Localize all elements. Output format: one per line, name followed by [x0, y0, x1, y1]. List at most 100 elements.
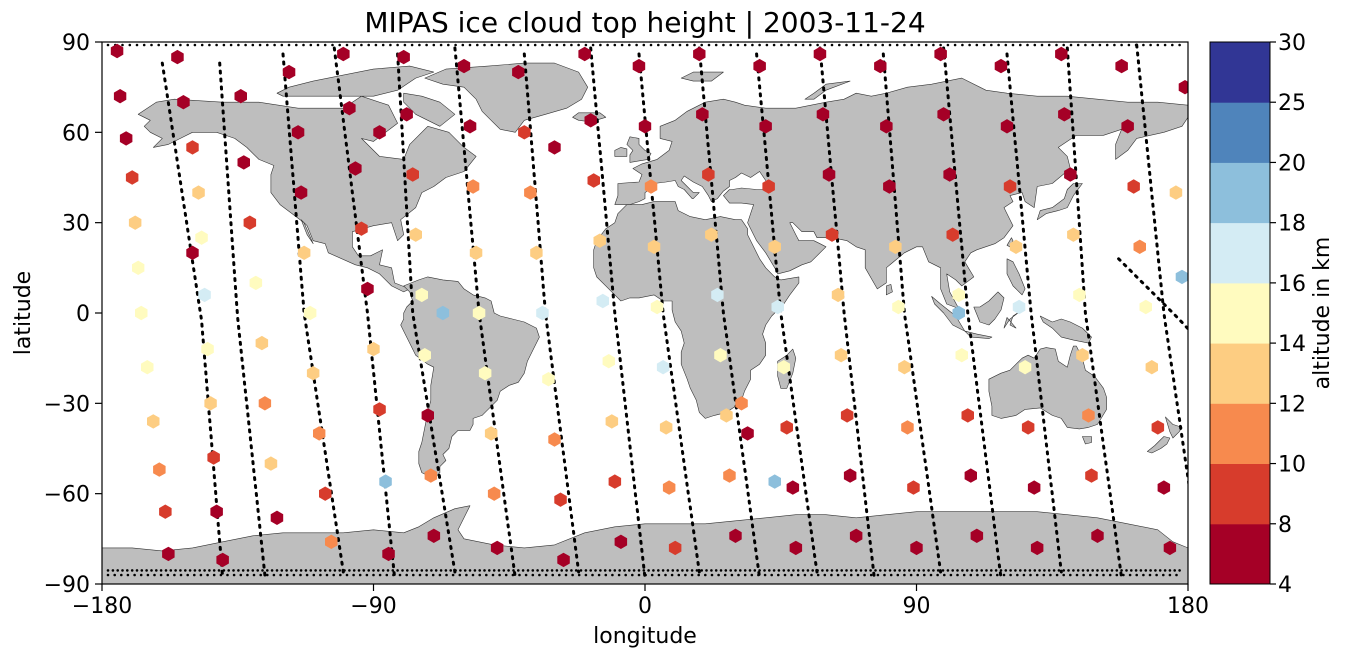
- track-dot: [1163, 43, 1167, 47]
- track-dot: [135, 43, 139, 47]
- cloud-top-point: [270, 510, 284, 525]
- cloud-top-point: [186, 140, 199, 155]
- cloud-top-point: [656, 360, 670, 375]
- cloud-top-point: [373, 125, 386, 140]
- track-dot: [314, 569, 317, 572]
- y-tick-label: 90: [62, 31, 90, 56]
- track-dot: [787, 43, 790, 47]
- track-dot: [1033, 43, 1037, 47]
- cloud-top-point: [889, 239, 902, 254]
- track-dot: [927, 569, 930, 572]
- cloud-top-point: [593, 233, 606, 248]
- track-dot: [352, 569, 356, 572]
- orbit-track: [1117, 257, 1188, 331]
- track-dot: [811, 569, 814, 572]
- colorbar-tick-label: 16: [1278, 272, 1306, 297]
- track-dot: [212, 573, 216, 577]
- track-dot: [468, 43, 472, 47]
- track-dot: [266, 573, 269, 577]
- cloud-top-point: [1082, 408, 1095, 423]
- cloud-top-point: [880, 119, 893, 134]
- track-dot: [879, 569, 882, 572]
- track-dot: [266, 569, 269, 572]
- cloud-top-point: [195, 230, 208, 245]
- track-dot: [613, 43, 617, 47]
- track-dot: [743, 569, 747, 572]
- colorbar-segment: [1210, 463, 1270, 525]
- cloud-top-point: [720, 408, 733, 423]
- track-dot: [406, 569, 409, 572]
- track-dot: [425, 43, 428, 47]
- x-tick-label: −90: [350, 594, 396, 619]
- track-dot: [232, 573, 236, 577]
- track-dot: [219, 573, 223, 577]
- cloud-top-point: [696, 107, 709, 122]
- track-dot: [299, 569, 303, 572]
- track-dot: [970, 569, 974, 572]
- track-dot: [126, 573, 130, 577]
- track-dot: [1026, 43, 1029, 47]
- track-dot: [465, 573, 468, 577]
- track-dot: [463, 569, 467, 572]
- cloud-top-point: [132, 260, 145, 275]
- cloud-top-point: [487, 486, 501, 501]
- cloud-top-point: [159, 504, 172, 519]
- cloud-top-point: [849, 528, 863, 543]
- colorbar-tick-label: 30: [1278, 31, 1306, 56]
- land-borneo: [973, 291, 1005, 326]
- track-dot: [898, 569, 901, 572]
- cloud-top-point: [943, 167, 956, 182]
- track-dot: [896, 573, 900, 577]
- track-dot: [386, 569, 390, 572]
- track-dot: [874, 569, 877, 572]
- cloud-top-point: [587, 173, 600, 188]
- track-dot: [546, 569, 549, 572]
- track-dot: [570, 569, 573, 572]
- track-dot: [618, 569, 621, 572]
- cloud-top-point: [421, 408, 434, 423]
- cloud-top-point: [415, 287, 428, 303]
- cloud-top-point: [409, 227, 422, 242]
- track-dot: [591, 43, 595, 47]
- track-dot: [299, 573, 302, 577]
- track-dot: [1144, 569, 1148, 572]
- cloud-top-point: [258, 396, 272, 411]
- colorbar-label: altitude in km: [1310, 237, 1335, 390]
- track-dot: [332, 573, 336, 577]
- track-dot: [439, 43, 443, 47]
- track-dot: [835, 569, 839, 572]
- orbit-track: [697, 46, 762, 580]
- track-dot: [357, 569, 361, 572]
- cloud-top-point: [162, 546, 175, 562]
- cloud-top-point: [125, 170, 139, 185]
- orbit-track: [396, 52, 457, 574]
- track-dot: [1149, 569, 1152, 572]
- cloud-top-point: [714, 348, 727, 363]
- track-dot: [1168, 573, 1172, 577]
- track-dot: [777, 569, 781, 572]
- track-dot: [990, 43, 993, 47]
- track-dot: [980, 569, 983, 572]
- track-dot: [352, 43, 356, 47]
- land-taiwan: [1006, 237, 1014, 248]
- track-dot: [146, 573, 150, 577]
- orbit-track: [755, 52, 819, 574]
- track-dot: [591, 573, 594, 577]
- track-dot: [604, 573, 608, 577]
- track-dot: [757, 573, 760, 577]
- cloud-top-point: [1003, 179, 1017, 194]
- orbit-track-layer: [160, 43, 1188, 580]
- track-dot: [1022, 573, 1026, 577]
- track-dot: [1163, 569, 1167, 572]
- x-tick-label: −180: [72, 594, 132, 619]
- track-dot: [881, 43, 884, 47]
- track-dot: [806, 569, 810, 572]
- track-dot: [910, 43, 913, 47]
- track-dot: [239, 573, 243, 577]
- track-dot: [1115, 569, 1119, 572]
- track-dot: [1069, 573, 1072, 577]
- track-dot: [555, 43, 559, 47]
- track-dot: [531, 569, 535, 572]
- track-dot: [1038, 569, 1041, 572]
- cloud-top-point: [907, 480, 920, 495]
